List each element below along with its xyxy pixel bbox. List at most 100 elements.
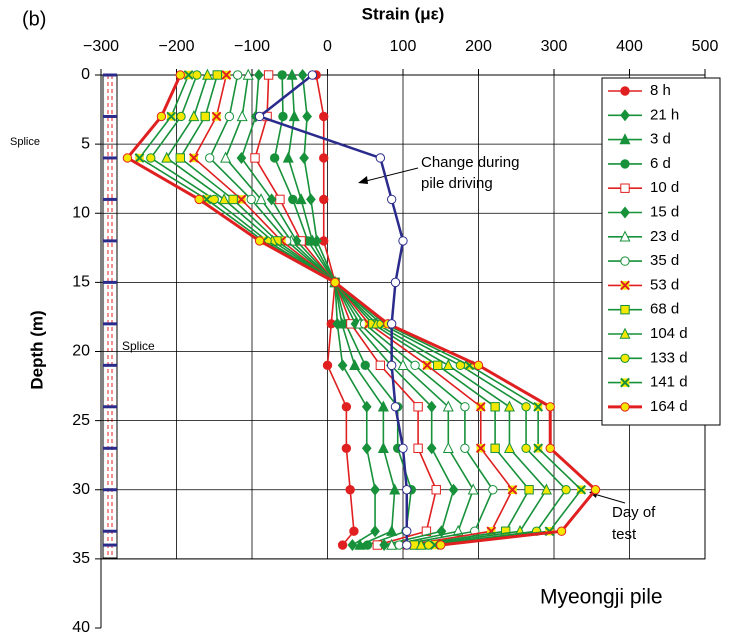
legend-label: 35 d [650, 252, 679, 269]
x-tick-label: 0 [323, 38, 332, 55]
marker [254, 236, 265, 246]
marker [467, 483, 479, 495]
marker [212, 70, 222, 80]
marker [236, 151, 247, 164]
marker [576, 484, 587, 495]
annotation-arrow [361, 167, 419, 183]
marker [620, 280, 630, 291]
arrow-head [358, 176, 368, 184]
marker [390, 402, 401, 412]
marker [221, 70, 232, 80]
marker [337, 359, 348, 372]
marker [236, 194, 247, 205]
marker [349, 359, 361, 371]
marker-x [134, 153, 145, 163]
marker [620, 305, 630, 315]
marker [398, 443, 408, 453]
marker [370, 483, 380, 496]
marker [354, 538, 366, 550]
marker [188, 153, 199, 163]
annotation: Myeongji pile [540, 586, 663, 609]
marker [620, 377, 630, 388]
marker [436, 525, 447, 538]
annotation: Day of [612, 504, 656, 521]
marker-x [576, 484, 587, 495]
marker [188, 110, 200, 122]
marker [370, 525, 380, 538]
marker [397, 359, 409, 371]
marker [319, 194, 329, 205]
marker [349, 526, 359, 536]
marker [488, 485, 498, 495]
marker [620, 206, 630, 219]
legend-label: 21 h [650, 106, 679, 123]
marker [166, 111, 177, 122]
marker [250, 153, 260, 163]
legend-label: 3 d [650, 131, 671, 148]
marker [347, 539, 358, 552]
legend-label: 133 d [650, 349, 688, 366]
marker [619, 327, 631, 339]
marker [200, 111, 210, 122]
marker [473, 360, 484, 371]
marker [266, 193, 277, 206]
legend-label: 164 d [650, 398, 688, 415]
marker [299, 151, 309, 164]
marker [503, 400, 515, 412]
marker-x [422, 360, 433, 371]
marker [122, 153, 133, 163]
marker [278, 111, 288, 122]
marker [263, 70, 274, 80]
legend-label: 141 d [650, 374, 688, 391]
marker [521, 402, 531, 412]
marker [192, 70, 202, 80]
marker [402, 526, 412, 536]
marker [175, 153, 185, 163]
y-tick-label: 5 [81, 135, 90, 152]
marker [297, 69, 308, 81]
marker [386, 194, 397, 205]
marker [389, 483, 401, 495]
marker [282, 151, 294, 163]
marker [345, 485, 355, 495]
marker [205, 153, 215, 163]
marker [322, 360, 333, 371]
marker [306, 193, 316, 206]
marker [398, 236, 408, 246]
marker [561, 485, 571, 495]
marker [460, 402, 470, 412]
marker [410, 360, 420, 371]
y-tick-label: 15 [72, 274, 90, 291]
marker [619, 133, 631, 145]
marker [269, 153, 280, 163]
y-tick-label: 25 [72, 412, 90, 429]
marker [375, 153, 386, 163]
marker [236, 110, 248, 122]
legend-label: 10 d [650, 179, 679, 196]
marker-x [188, 153, 199, 163]
marker [156, 111, 167, 122]
marker [341, 443, 352, 453]
series-line [165, 74, 548, 546]
y-tick-label: 35 [72, 550, 90, 567]
marker [507, 484, 518, 495]
legend-label: 53 d [650, 276, 679, 293]
marker [545, 402, 555, 412]
legend-label: 104 d [650, 325, 688, 342]
marker-x [533, 443, 544, 454]
marker [220, 151, 232, 163]
marker [433, 360, 443, 371]
marker [620, 183, 630, 193]
marker [341, 402, 352, 412]
y-tick-label: 40 [72, 619, 90, 636]
marker [194, 194, 204, 205]
marker [275, 194, 285, 205]
marker [619, 230, 631, 242]
marker [620, 402, 630, 412]
marker-x [620, 377, 630, 388]
marker [288, 194, 298, 205]
marker [319, 111, 329, 122]
marker [218, 193, 230, 205]
marker [375, 360, 386, 371]
